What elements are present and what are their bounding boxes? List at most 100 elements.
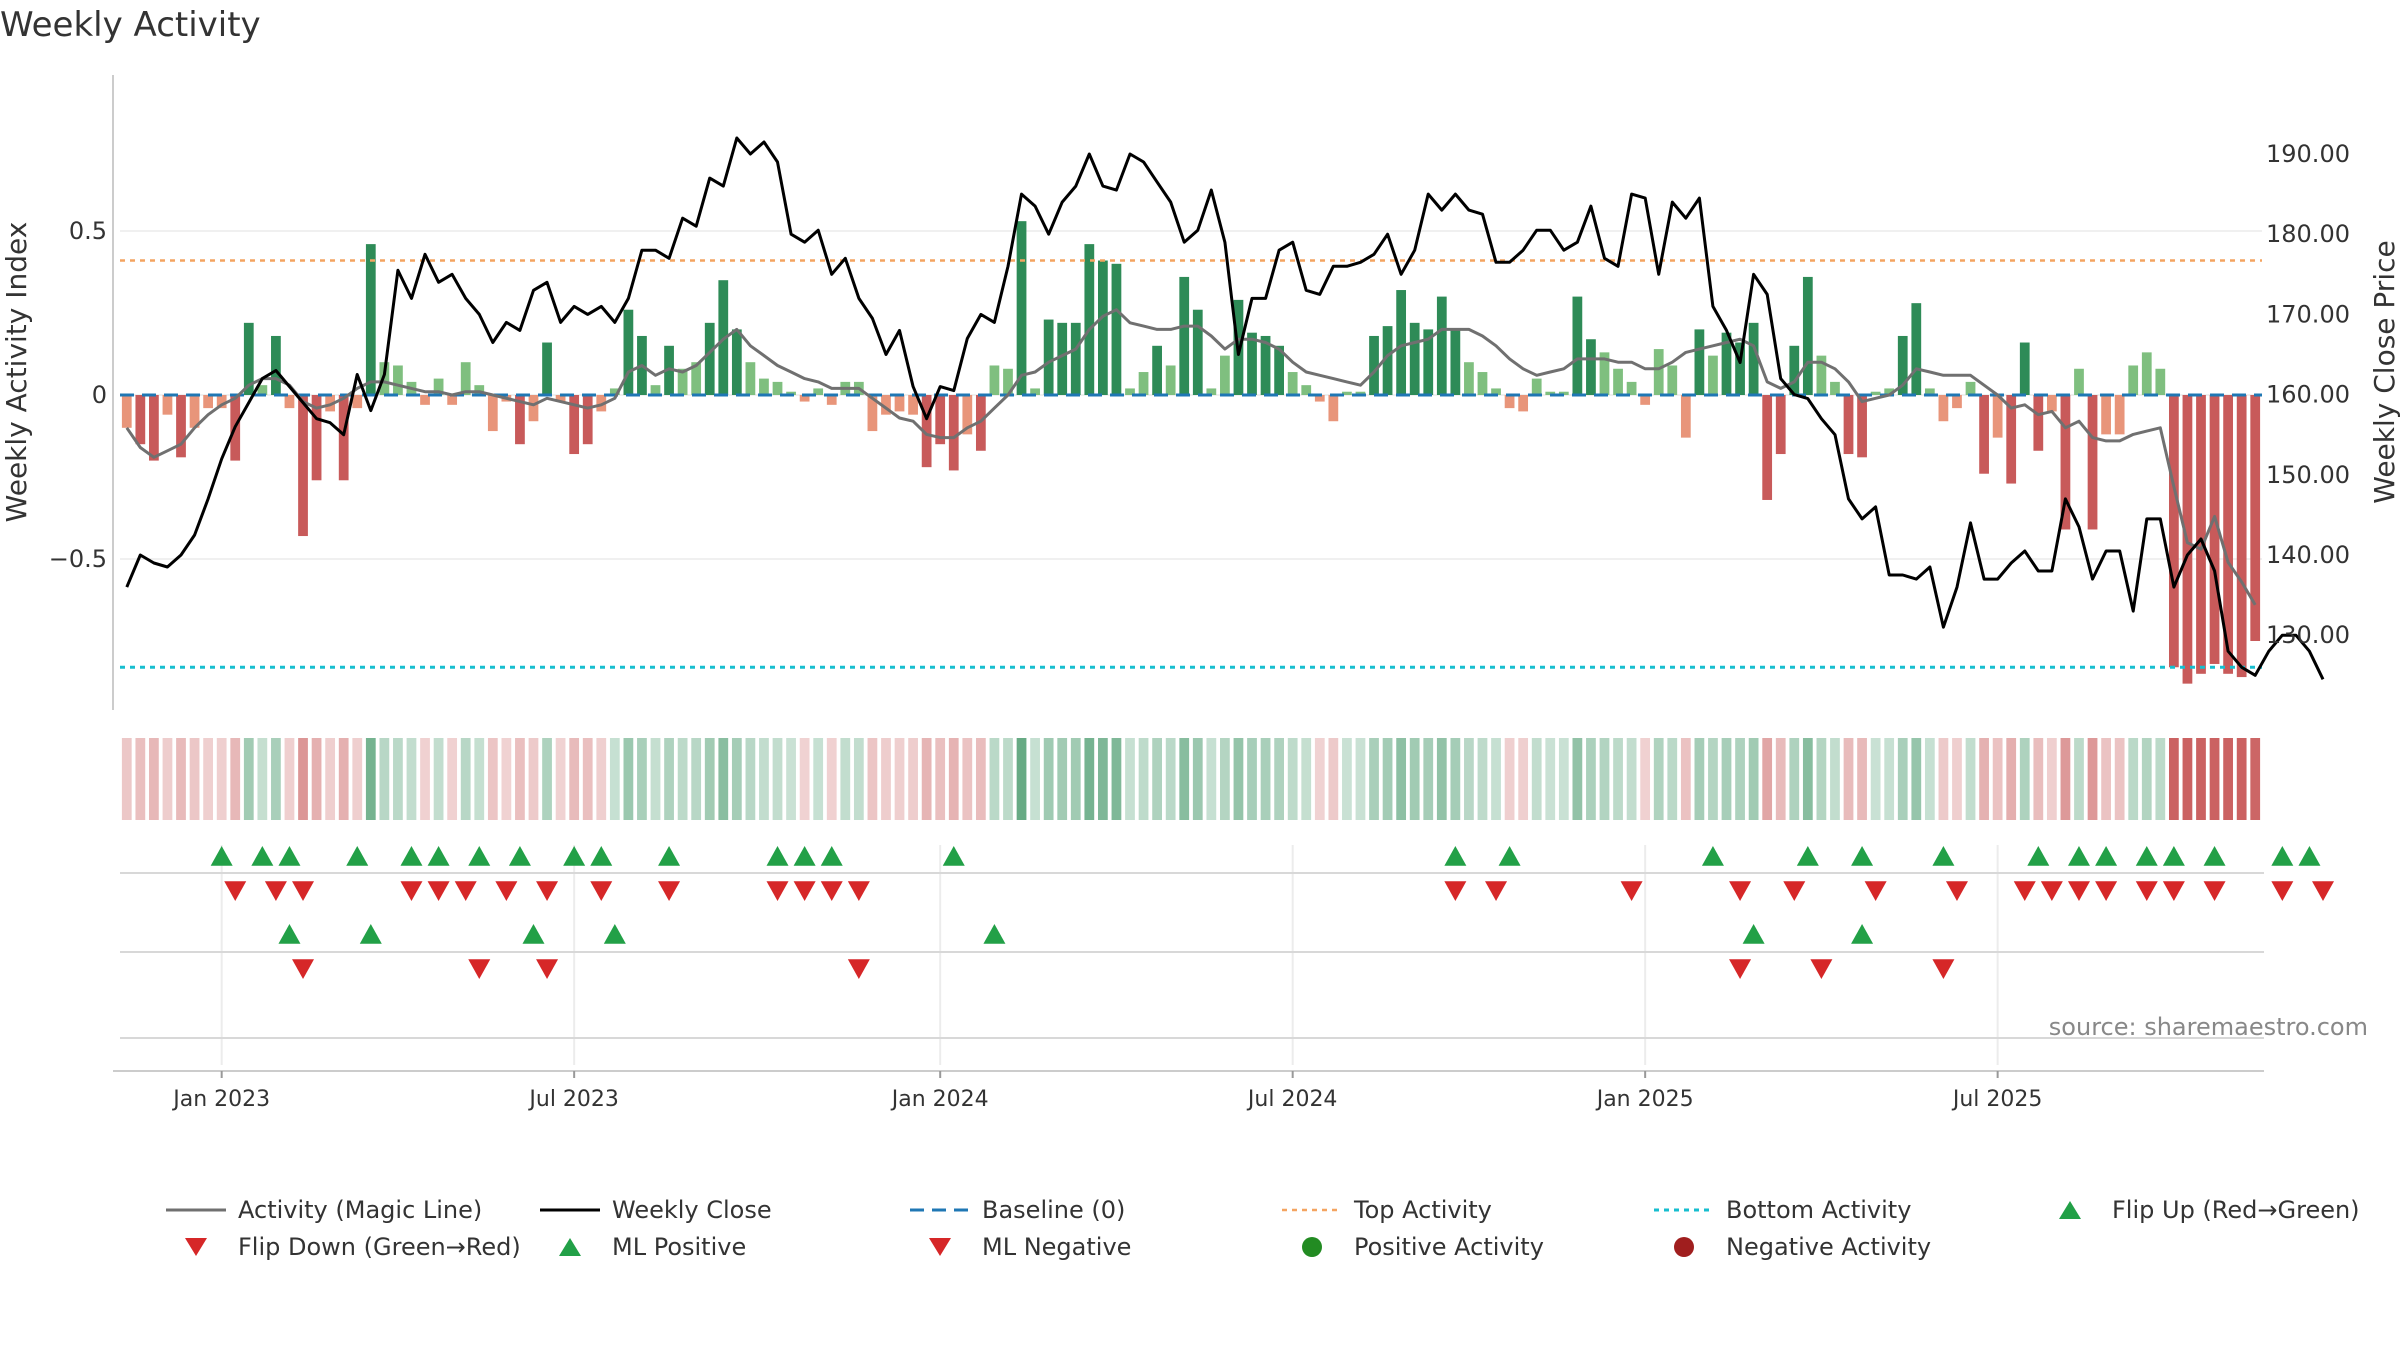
heat-strip-cell (1003, 738, 1013, 820)
heat-strip-cell (1342, 738, 1352, 820)
heat-strip-cell (1436, 738, 1447, 820)
activity-bar (162, 395, 173, 415)
flip-up-marker (468, 846, 491, 866)
heat-strip-cell (1735, 738, 1745, 820)
heat-strip-cell (176, 738, 186, 820)
heat-strip-cell (1802, 738, 1813, 820)
flip-down-marker (2067, 881, 2090, 901)
heat-strip-cell (1613, 738, 1623, 820)
heat-strip-cell (637, 738, 647, 820)
activity-bar (528, 395, 539, 422)
x-tick-label: Jul 2023 (527, 1087, 619, 1112)
legend-label: ML Negative (982, 1233, 1132, 1261)
heat-strip-cell (881, 738, 891, 820)
heat-strip-cell (853, 738, 864, 820)
heat-strip-cell (460, 738, 471, 820)
activity-bar (1924, 388, 1935, 395)
activity-bar (989, 365, 1000, 395)
flip-up-marker (278, 846, 301, 866)
activity-bar (1613, 368, 1623, 395)
ml-negative-marker (292, 959, 315, 979)
heat-strip-cell (1884, 738, 1895, 820)
flip-up-marker (820, 846, 843, 866)
left-tick-label: 0 (92, 381, 107, 409)
activity-bar (786, 391, 796, 395)
activity-bar (1843, 395, 1854, 455)
flip-down-marker (1729, 881, 1752, 901)
flip-down-marker (766, 881, 789, 901)
activity-bar (2074, 368, 2084, 395)
activity-bar (826, 395, 837, 405)
heat-strip-cell (555, 738, 566, 820)
activity-bar (555, 395, 566, 402)
legend-item: Baseline (0) (910, 1196, 1125, 1224)
heat-strip-cell (2141, 738, 2152, 820)
flip-up-marker (2067, 846, 2090, 866)
heat-strip-cell (1111, 738, 1122, 820)
heat-strip-cell (2101, 738, 2111, 820)
flip-down-marker (224, 881, 247, 901)
legend-item: Flip Down (Green→Red) (166, 1233, 521, 1261)
heat-strip-cell (1979, 738, 1989, 820)
heat-strip-cell (1491, 738, 1501, 820)
flip-down-marker (2095, 881, 2118, 901)
orange-dotted-line-icon (1282, 1200, 1354, 1220)
chart-legend: Activity (Magic Line) Weekly Close Baselin… (160, 1196, 2390, 1276)
activity-bar (1111, 263, 1122, 395)
activity-bar (935, 395, 946, 445)
activity-bar (2209, 395, 2220, 664)
activity-bar (1260, 335, 1271, 395)
activity-bar (1830, 381, 1840, 395)
heat-strip-cell (1301, 738, 1312, 820)
activity-bar (1084, 244, 1095, 395)
heat-strip-cell (162, 738, 173, 820)
heat-strip-cell (935, 738, 946, 820)
heat-strip-cell (569, 738, 580, 820)
heat-strip-cell (379, 738, 390, 820)
heat-strip-cell (433, 738, 444, 820)
legend-item: Activity (Magic Line) (166, 1196, 482, 1224)
heat-strip-cell (1097, 738, 1108, 820)
legend-item: Flip Up (Red→Green) (2040, 1196, 2360, 1224)
flip-down-marker (2013, 881, 2036, 901)
flip-down-marker (2203, 881, 2226, 901)
flip-down-marker (1864, 881, 1887, 901)
heat-strip-cell (623, 738, 634, 820)
activity-bar (1138, 372, 1149, 395)
activity-bar (1545, 391, 1556, 395)
legend-label: Weekly Close (612, 1196, 772, 1224)
heat-strip-cell (1816, 738, 1827, 820)
heat-strip-cell (677, 738, 688, 820)
weekly-close-line (125, 136, 2325, 680)
activity-bar (1965, 381, 1976, 395)
legend-label: Bottom Activity (1726, 1196, 1912, 1224)
activity-bar (393, 365, 403, 395)
green-up-triangle-icon (540, 1236, 612, 1258)
heat-strip-cell (1125, 738, 1135, 820)
flip-up-marker (942, 846, 965, 866)
heat-strip-cell (1287, 738, 1298, 820)
red-down-triangle-icon (910, 1236, 982, 1258)
y-axis-label-right: Weekly Close Price (2368, 240, 2400, 503)
activity-bar (1626, 381, 1637, 395)
heat-strip-cell (1464, 738, 1474, 820)
blue-dashed-line-icon (910, 1200, 982, 1220)
activity-bar (1477, 372, 1488, 395)
heat-strip-cell (1518, 738, 1529, 820)
heat-strip-cell (1626, 738, 1637, 820)
heat-strip-cell (1762, 738, 1773, 820)
heat-strip-cell (1667, 738, 1678, 820)
heat-strip-cell (393, 738, 403, 820)
activity-bar (731, 329, 742, 395)
activity-bar (569, 395, 580, 455)
flip-down-marker (495, 881, 518, 901)
heat-strip-cell (2209, 738, 2220, 820)
heat-strip-cell (799, 738, 810, 820)
heat-strip-cell (948, 738, 959, 820)
activity-bar (772, 381, 783, 395)
heat-strip-cell (2060, 738, 2071, 820)
heat-strip-cell (2236, 738, 2247, 820)
x-tick-label: Jul 2025 (1951, 1087, 2043, 1112)
heat-strip-cell (365, 738, 376, 820)
heat-strip-cell (1152, 738, 1162, 820)
